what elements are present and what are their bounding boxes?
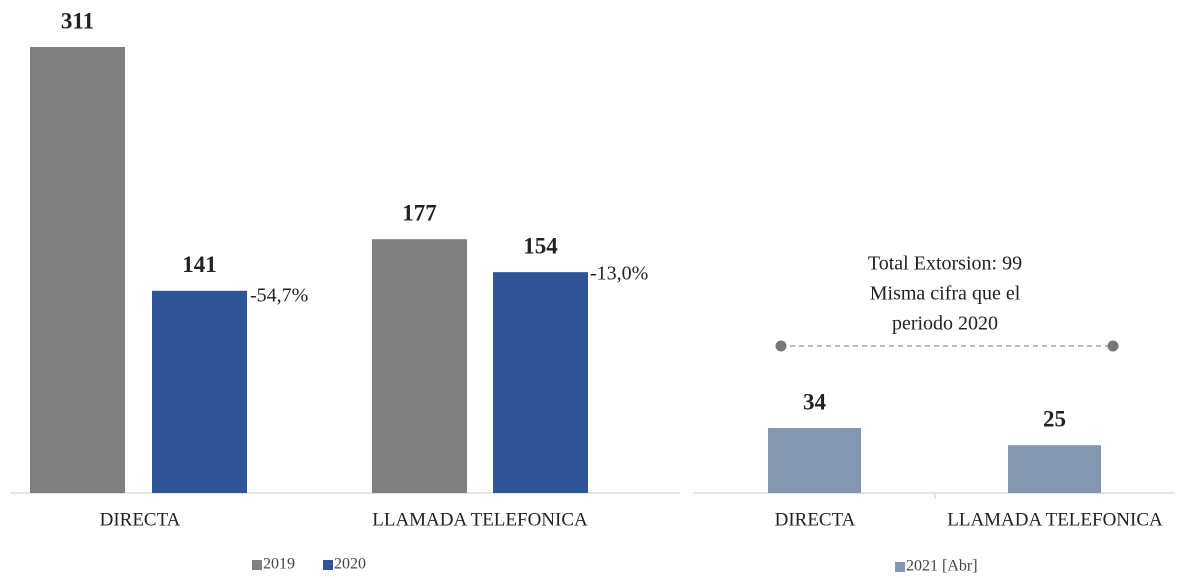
x-tick-label: LLAMADA TELEFONICA [372, 509, 588, 530]
legend-swatch [252, 560, 262, 570]
legend-swatch [895, 562, 905, 572]
bracket-dot [775, 340, 787, 352]
legend-swatch [323, 560, 333, 570]
bar [1008, 445, 1101, 493]
legend-label: 2019 [263, 556, 295, 573]
legend-label: 2020 [334, 556, 366, 573]
annotation: -54,7% [250, 285, 308, 307]
bar [493, 272, 588, 493]
annotation: periodo 2020 [892, 313, 998, 335]
data-label: 141 [182, 252, 217, 277]
data-label: 154 [523, 233, 558, 258]
annotation: Misma cifra que el [870, 283, 1021, 305]
bar [30, 47, 125, 493]
annotation: Total Extorsion: 99 [868, 253, 1022, 275]
x-tick-label: LLAMADA TELEFONICA [947, 509, 1163, 530]
bar [372, 239, 467, 493]
bracket-dot [1107, 340, 1119, 352]
bar [768, 428, 861, 493]
data-label: 34 [803, 389, 827, 414]
bar [152, 290, 247, 493]
data-label: 25 [1043, 406, 1066, 431]
data-label: 177 [402, 200, 437, 225]
legend-label: 2021 [Abr] [906, 558, 978, 575]
data-label: 311 [61, 8, 94, 33]
x-tick-label: DIRECTA [100, 509, 181, 530]
annotation: -13,0% [590, 263, 648, 285]
x-tick-label: DIRECTA [775, 509, 856, 530]
